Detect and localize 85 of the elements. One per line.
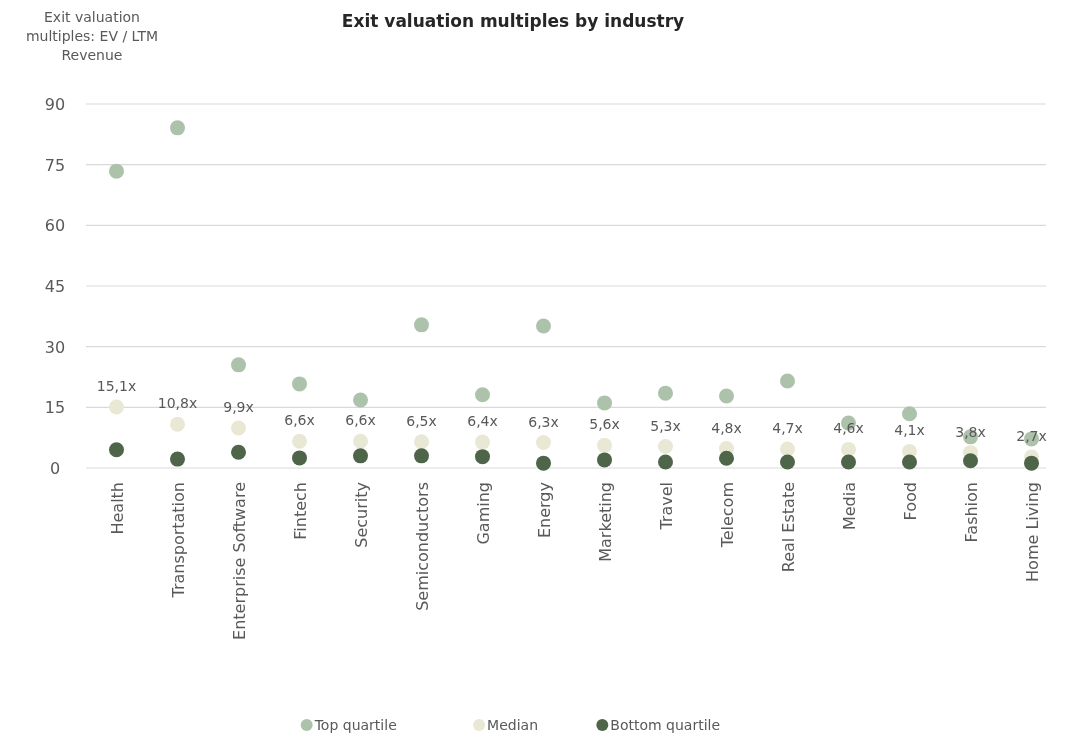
x-tick-label: Real Estate — [778, 482, 798, 573]
point — [1024, 455, 1039, 471]
point — [658, 385, 673, 401]
legend-label: Median — [487, 717, 539, 733]
point — [353, 392, 368, 408]
x-tick-label: Health — [107, 482, 127, 535]
point — [292, 450, 307, 466]
point — [536, 318, 551, 334]
data-label: 5,6x — [589, 416, 620, 433]
x-tick-label: Gaming — [473, 482, 493, 545]
x-tick-label: Transportation — [168, 482, 188, 599]
y-tick-label: 60 — [44, 216, 66, 236]
point — [536, 455, 551, 471]
y-axis-title: Exit valuation multiples: EV / LTM Revenue — [25, 9, 159, 63]
x-tick-label: Marketing — [595, 482, 615, 562]
point — [597, 395, 612, 411]
point — [353, 433, 368, 449]
y-tick-label: 90 — [44, 95, 66, 114]
point — [780, 441, 795, 457]
data-label: 15,1x — [96, 377, 137, 394]
point — [353, 448, 368, 464]
point — [658, 454, 673, 470]
data-label: 4,6x — [833, 420, 864, 437]
y-tick-label: 75 — [44, 155, 66, 175]
point — [292, 376, 307, 392]
point — [170, 451, 185, 467]
data-label: 2,7x — [1016, 428, 1047, 445]
point — [109, 399, 124, 415]
data-label: 4,1x — [894, 422, 925, 439]
x-tick-label: Fintech — [290, 482, 310, 540]
point — [658, 439, 673, 455]
point — [902, 454, 917, 470]
data-label: 9,9x — [223, 398, 254, 415]
x-tick-label: Semiconductors — [412, 482, 432, 611]
x-tick-label: Food — [900, 482, 920, 521]
y-tick-label: 30 — [44, 337, 66, 357]
point — [719, 450, 734, 466]
data-label: 6,3x — [528, 413, 559, 430]
point — [231, 357, 246, 373]
legend-label: Bottom quartile — [610, 717, 721, 733]
x-tick-label: Travel — [656, 482, 676, 531]
point — [414, 448, 429, 464]
data-label: 10,8x — [157, 395, 198, 412]
x-tick-label: Fashion — [961, 482, 981, 543]
point — [597, 452, 612, 468]
data-label: 4,7x — [772, 419, 803, 436]
point — [109, 163, 124, 179]
data-label: 5,3x — [650, 417, 681, 434]
point — [963, 453, 978, 469]
data-label: 6,5x — [406, 412, 437, 429]
point — [780, 373, 795, 389]
point — [231, 420, 246, 436]
point — [231, 444, 246, 460]
point — [475, 434, 490, 450]
x-tick-label: Enterprise Software — [229, 482, 249, 640]
point — [292, 433, 307, 449]
point — [719, 388, 734, 404]
y-tick-label: 15 — [44, 398, 66, 418]
legend-label: Top quartile — [313, 717, 397, 733]
x-tick-label: Home Living — [1022, 482, 1042, 582]
x-tick-label: Telecom — [717, 482, 737, 549]
point — [536, 435, 551, 451]
point — [475, 387, 490, 403]
point — [170, 416, 185, 432]
point — [414, 434, 429, 450]
point — [597, 437, 612, 453]
point — [902, 406, 917, 422]
point — [414, 317, 429, 333]
data-label: 6,6x — [284, 412, 315, 429]
point — [170, 120, 185, 136]
point — [109, 442, 124, 458]
point — [780, 454, 795, 470]
point — [841, 454, 856, 470]
point — [841, 441, 856, 457]
point — [475, 449, 490, 465]
x-tick-label: Media — [839, 482, 859, 531]
x-tick-label: Security — [351, 482, 371, 548]
data-label: 6,4x — [467, 413, 498, 430]
chart-title: Exit valuation multiples by industry — [341, 11, 685, 31]
data-label: 6,6x — [345, 412, 376, 429]
y-tick-label: 45 — [44, 277, 66, 296]
data-label: 3,8x — [955, 423, 986, 440]
y-tick-label: 0 — [49, 459, 61, 478]
data-label: 4,8x — [711, 419, 742, 436]
x-tick-label: Energy — [534, 482, 554, 539]
